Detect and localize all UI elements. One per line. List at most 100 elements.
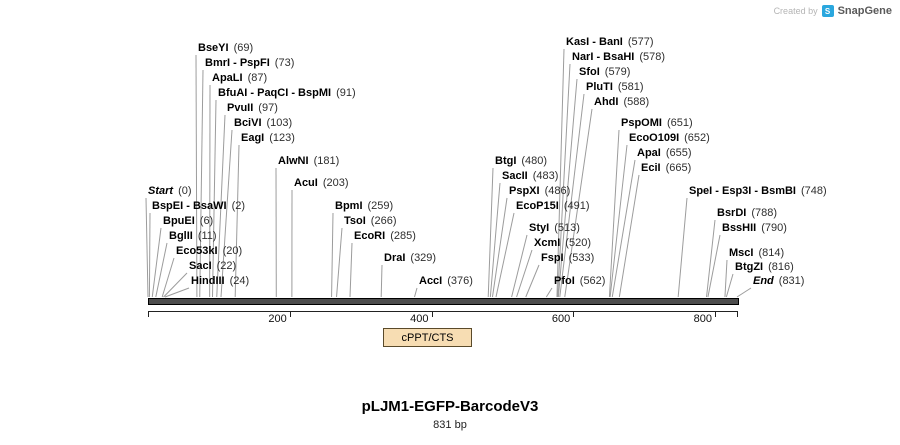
enzyme-name: ApaLI	[212, 72, 243, 84]
enzyme-label: BssHII (790)	[722, 222, 787, 234]
enzyme-name: TsoI	[344, 215, 366, 227]
enzyme-label: PluTI (581)	[586, 81, 644, 93]
ruler-label: 200	[268, 313, 287, 325]
enzyme-label: SacII (483)	[502, 170, 558, 182]
leader-line	[608, 129, 620, 298]
leader-line	[155, 242, 168, 298]
leader-line	[511, 234, 528, 298]
enzyme-label: PspOMI (651)	[621, 117, 693, 129]
leader-line	[349, 242, 353, 298]
enzyme-name: Eco53kI	[176, 245, 218, 257]
leader-line	[161, 257, 175, 298]
enzyme-name: FspI	[541, 252, 564, 264]
enzyme-name: BtgI	[495, 155, 517, 167]
enzyme-name: SacI	[189, 260, 212, 272]
enzyme-position: (655)	[665, 147, 692, 159]
enzyme-position: (533)	[568, 252, 595, 264]
enzyme-position: (91)	[336, 87, 356, 99]
enzyme-label: EciI (665)	[641, 162, 691, 174]
enzyme-label: BsrDI (788)	[717, 207, 777, 219]
enzyme-position: (24)	[229, 275, 250, 287]
leader-line	[380, 264, 383, 298]
snapgene-logo-icon: S	[821, 5, 834, 17]
leader-line	[331, 212, 334, 298]
enzyme-name: BssHII	[722, 222, 757, 234]
enzyme-position: (103)	[266, 117, 293, 129]
leader-line	[525, 264, 540, 298]
enzyme-position: (652)	[684, 132, 710, 144]
snapgene-brand-text: SnapGene	[837, 5, 892, 17]
enzyme-position: (831)	[778, 275, 805, 287]
enzyme-label: BpmI (259)	[335, 200, 393, 212]
enzyme-position: (665)	[665, 162, 692, 174]
leader-line	[725, 273, 734, 298]
enzyme-position: (97)	[258, 102, 278, 114]
enzyme-name: DraI	[384, 252, 406, 264]
enzyme-name: SfoI	[579, 66, 600, 78]
enzyme-label: SacI (22)	[189, 260, 236, 272]
enzyme-name: EciI	[641, 162, 661, 174]
enzyme-position: (816)	[768, 261, 794, 273]
leader-line	[495, 212, 515, 298]
enzyme-position: (376)	[447, 275, 473, 287]
ruler-line	[148, 311, 737, 312]
enzyme-label: NarI - BsaHI (578)	[572, 51, 665, 63]
enzyme-name: End	[753, 275, 774, 287]
enzyme-position: (329)	[410, 252, 437, 264]
enzyme-label: AcuI (203)	[294, 177, 349, 189]
enzyme-name: EcoRI	[354, 230, 386, 242]
leader-line	[489, 182, 501, 298]
leader-line	[707, 234, 721, 298]
enzyme-name: PspXI	[509, 185, 540, 197]
enzyme-name: PfoI	[554, 275, 575, 287]
leader-line	[487, 167, 494, 298]
enzyme-label: PvuII (97)	[227, 102, 278, 114]
enzyme-name: EagI	[241, 132, 265, 144]
enzyme-position: (814)	[758, 247, 785, 259]
enzyme-position: (651)	[666, 117, 693, 129]
enzyme-label: EagI (123)	[241, 132, 295, 144]
enzyme-position: (266)	[370, 215, 397, 227]
attribution: Created by S SnapGene	[774, 5, 892, 17]
enzyme-name: BmrI - PspFI	[205, 57, 270, 69]
enzyme-position: (181)	[313, 155, 340, 167]
enzyme-label: KasI - BanI (577)	[566, 36, 654, 48]
leader-line	[491, 197, 508, 298]
enzyme-label: AhdI (588)	[594, 96, 649, 108]
enzyme-position: (2)	[231, 200, 246, 212]
enzyme-label: BfuAI - PaqCI - BspMI (91)	[218, 87, 356, 99]
leader-line	[414, 287, 418, 298]
enzyme-label: Eco53kI (20)	[176, 245, 242, 257]
feature-cppt-cts: cPPT/CTS	[382, 328, 473, 347]
enzyme-name: PluTI	[586, 81, 613, 93]
enzyme-position: (790)	[761, 222, 787, 234]
enzyme-name: BfuAI - PaqCI - BspMI	[218, 87, 332, 99]
enzyme-label: FspI (533)	[541, 252, 594, 264]
map-title: pLJM1-EGFP-BarcodeV3	[361, 398, 539, 415]
enzyme-label: AlwNI (181)	[278, 155, 339, 167]
enzyme-name: AcuI	[294, 177, 318, 189]
leader-line	[545, 287, 553, 298]
enzyme-label: BspEI - BsaWI (2)	[152, 200, 245, 212]
enzyme-label: BglII (11)	[169, 230, 217, 242]
enzyme-position: (520)	[565, 237, 591, 249]
enzyme-name: HindIII	[191, 275, 225, 287]
enzyme-name: PvuII	[227, 102, 254, 114]
enzyme-position: (285)	[390, 230, 416, 242]
ruler-tick	[289, 311, 291, 317]
ruler-end-tick	[737, 311, 738, 317]
enzyme-name: AlwNI	[278, 155, 309, 167]
feature-label: cPPT/CTS	[401, 331, 454, 344]
enzyme-name: BtgZI	[735, 261, 764, 273]
enzyme-name: SpeI - Esp3I - BsmBI	[689, 185, 796, 197]
enzyme-position: (123)	[269, 132, 295, 144]
leader-line	[151, 227, 162, 298]
enzyme-position: (87)	[247, 72, 268, 84]
enzyme-label: XcmI (520)	[534, 237, 591, 249]
leader-line	[145, 197, 149, 298]
enzyme-name: PspOMI	[621, 117, 662, 129]
enzyme-position: (491)	[563, 200, 590, 212]
enzyme-name: StyI	[529, 222, 550, 234]
leader-line	[611, 159, 636, 298]
ruler-label: 400	[410, 313, 429, 325]
